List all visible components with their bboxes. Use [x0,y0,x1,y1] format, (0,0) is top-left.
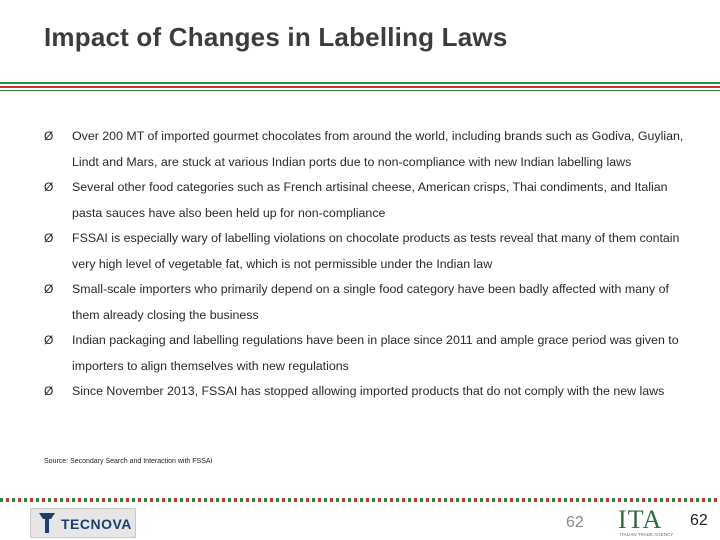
ita-logo: ITA ITALIAN TRADE AGENCY [618,505,688,539]
bullet-arrow-icon: Ø [44,384,54,398]
header-rule-green [0,82,720,84]
header-rule-red [0,86,720,88]
bullet-text: FSSAI is especially wary of labelling vi… [72,231,680,271]
bullet-item: Ø Several other food categories such as … [44,175,694,226]
ita-logo-subtext: ITALIAN TRADE AGENCY [620,532,674,537]
footer-stripe [0,498,720,502]
header-rule-green-thin [0,90,720,91]
bullet-text: Over 200 MT of imported gourmet chocolat… [72,129,684,169]
bullet-text: Since November 2013, FSSAI has stopped a… [72,384,665,398]
tecnova-logo-text: TECNOVA [61,516,132,532]
bullet-arrow-icon: Ø [44,180,54,194]
bullet-arrow-icon: Ø [44,231,54,245]
bullet-item: Ø FSSAI is especially wary of labelling … [44,226,694,277]
bullet-arrow-icon: Ø [44,282,54,296]
bullet-list: Ø Over 200 MT of imported gourmet chocol… [44,124,694,405]
bullet-item: Ø Indian packaging and labelling regulat… [44,328,694,379]
page-number-left: 62 [566,514,584,531]
bullet-arrow-icon: Ø [44,129,54,143]
ita-logo-text: ITA [618,505,663,534]
bullet-text: Several other food categories such as Fr… [72,180,668,220]
bullet-item: Ø Small-scale importers who primarily de… [44,277,694,328]
bullet-text: Small-scale importers who primarily depe… [72,282,669,322]
bullet-arrow-icon: Ø [44,333,54,347]
page-number: 62 [690,512,708,529]
tecnova-mark-icon [39,513,55,533]
source-note: Source: Secondary Search and Interaction… [44,458,213,465]
bullet-item: Ø Since November 2013, FSSAI has stopped… [44,379,694,405]
slide-title: Impact of Changes in Labelling Laws [44,22,508,52]
bullet-item: Ø Over 200 MT of imported gourmet chocol… [44,124,694,175]
tecnova-logo: TECNOVA [30,508,136,538]
bullet-text: Indian packaging and labelling regulatio… [72,333,679,373]
